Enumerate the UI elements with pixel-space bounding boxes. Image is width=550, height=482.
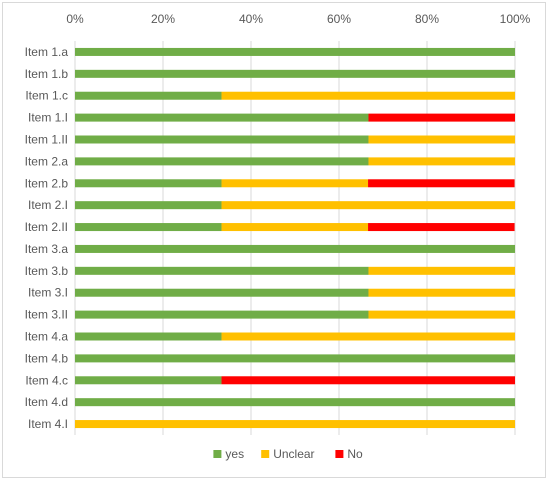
bar-segment <box>75 332 222 341</box>
bar-segment <box>368 157 515 166</box>
bar-segment <box>75 398 515 407</box>
category-label: Item 3.b <box>25 264 69 278</box>
legend-label: Unclear <box>273 447 314 461</box>
x-tick-label: 0% <box>66 12 84 26</box>
legend-label: yes <box>225 447 244 461</box>
bar-segment <box>75 157 369 166</box>
legend-swatch <box>213 450 222 458</box>
bar-segment <box>75 266 369 275</box>
bar-segment <box>75 135 369 144</box>
category-label: Item 4.d <box>25 395 68 409</box>
bar-segment <box>221 179 369 188</box>
bar-segment <box>75 201 222 210</box>
category-label: Item 2.a <box>25 154 69 168</box>
x-tick-label: 80% <box>415 12 439 26</box>
legend: yes Unclear No <box>213 447 363 461</box>
bar-segment <box>221 376 515 385</box>
category-label: Item 3.a <box>25 242 69 256</box>
bar-segment <box>368 113 515 122</box>
bar-segment <box>75 69 515 78</box>
legend-swatch <box>261 450 270 458</box>
category-label: Item 4.a <box>25 330 69 344</box>
bar-segment <box>368 179 515 188</box>
bar-segment <box>75 91 222 100</box>
bar-segment <box>75 310 369 319</box>
bar-segment <box>75 113 369 122</box>
category-label: Item 1.a <box>25 45 69 59</box>
category-label: Item 3.I <box>28 286 68 300</box>
x-axis-ticks: 0% 20% 40% 60% 80% 100% <box>66 12 530 26</box>
bar-segment <box>75 354 515 363</box>
bar-segment <box>75 223 222 232</box>
category-label: Item 1.b <box>25 67 69 81</box>
bar-segment <box>368 266 515 275</box>
category-label: Item 4.I <box>28 417 68 431</box>
bar-segment <box>75 47 515 56</box>
bar-segment <box>221 91 515 100</box>
category-label: Item 2.b <box>25 176 69 190</box>
category-label: Item 4.c <box>25 373 68 387</box>
bars <box>75 47 515 429</box>
bar-segment <box>368 223 515 232</box>
legend-swatch <box>335 450 344 458</box>
category-label: Item 1.c <box>25 89 68 103</box>
category-label: Item 1.II <box>25 133 68 147</box>
x-tick-label: 40% <box>239 12 263 26</box>
bar-segment <box>75 420 515 429</box>
bar-segment <box>221 223 369 232</box>
bar-segment <box>221 332 515 341</box>
gridlines <box>74 41 516 435</box>
category-label: Item 4.b <box>25 351 69 365</box>
x-tick-label: 20% <box>151 12 175 26</box>
bar-segment <box>75 376 222 385</box>
bar-segment <box>75 179 222 188</box>
x-tick-label: 60% <box>327 12 351 26</box>
category-label: Item 3.II <box>25 308 68 322</box>
bar-segment <box>368 310 515 319</box>
bar-segment <box>75 244 515 253</box>
chart-frame: 0% 20% 40% 60% 80% 100% Item 1.a Item 1.b Item … <box>2 2 546 478</box>
legend-label: No <box>347 447 363 461</box>
category-label: Item 2.I <box>28 198 68 212</box>
category-label: Item 1.I <box>28 111 68 125</box>
bar-segment <box>368 135 515 144</box>
bar-segment <box>368 288 515 297</box>
x-tick-label: 100% <box>500 12 531 26</box>
bar-segment <box>221 201 515 210</box>
category-label: Item 2.II <box>25 220 68 234</box>
category-labels: Item 1.a Item 1.b Item 1.c Item 1.I Item 1.I… <box>25 45 69 431</box>
bar-segment <box>75 288 369 297</box>
